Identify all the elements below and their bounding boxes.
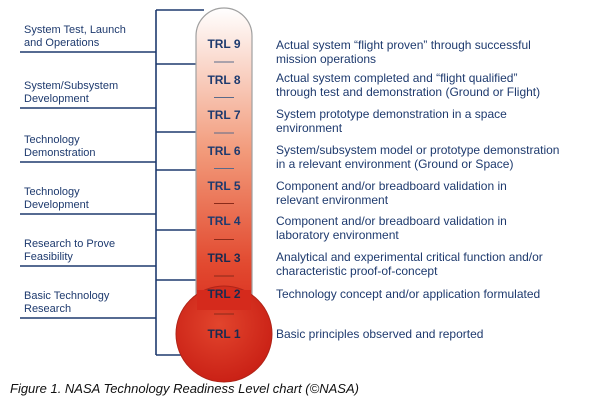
trl-label-1: TRL 1 (207, 327, 240, 341)
phase-label: Basic Technology Research (24, 290, 110, 315)
trl-description-6: System/subsystem model or prototype demo… (276, 143, 560, 171)
figure-caption: Figure 1. NASA Technology Readiness Leve… (10, 381, 359, 396)
trl-label-4: TRL 4 (207, 214, 240, 228)
phase-label: System/Subsystem Development (24, 80, 119, 105)
trl-level-labels: TRL 9 TRL 8 TRL 7 TRL 6 TRL 5 TRL 4 TRL 3 TRL 2… (207, 37, 240, 341)
trl-label-7: TRL 7 (207, 108, 240, 122)
trl-description-2: Technology concept and/or application fo… (276, 287, 541, 301)
trl-label-5: TRL 5 (207, 179, 240, 193)
trl-description-3: Analytical and experimental critical fun… (276, 250, 543, 278)
phase-label: System Test, Launch and Operations (24, 24, 126, 49)
trl-description-4: Component and/or breadboard validation i… (276, 214, 507, 242)
trl-description-7: System prototype demonstration in a spac… (276, 107, 507, 135)
trl-description-8: Actual system completed and “flight qual… (276, 71, 541, 99)
trl-description-9: Actual system “flight proven” through su… (276, 38, 531, 66)
phase-brackets (20, 9, 204, 356)
phase-label: Technology Demonstration (24, 134, 96, 159)
trl-description-1: Basic principles observed and reported (276, 327, 484, 341)
phase-label: Research to Prove Feasibility (24, 238, 116, 263)
phase-label: Technology Development (24, 186, 89, 211)
level-dividers (214, 61, 234, 315)
trl-description-5: Component and/or breadboard validation i… (276, 179, 507, 207)
trl-label-2: TRL 2 (207, 287, 240, 301)
trl-label-8: TRL 8 (207, 73, 240, 87)
trl-label-9: TRL 9 (207, 37, 240, 51)
trl-label-6: TRL 6 (207, 144, 240, 158)
trl-label-3: TRL 3 (207, 251, 240, 265)
